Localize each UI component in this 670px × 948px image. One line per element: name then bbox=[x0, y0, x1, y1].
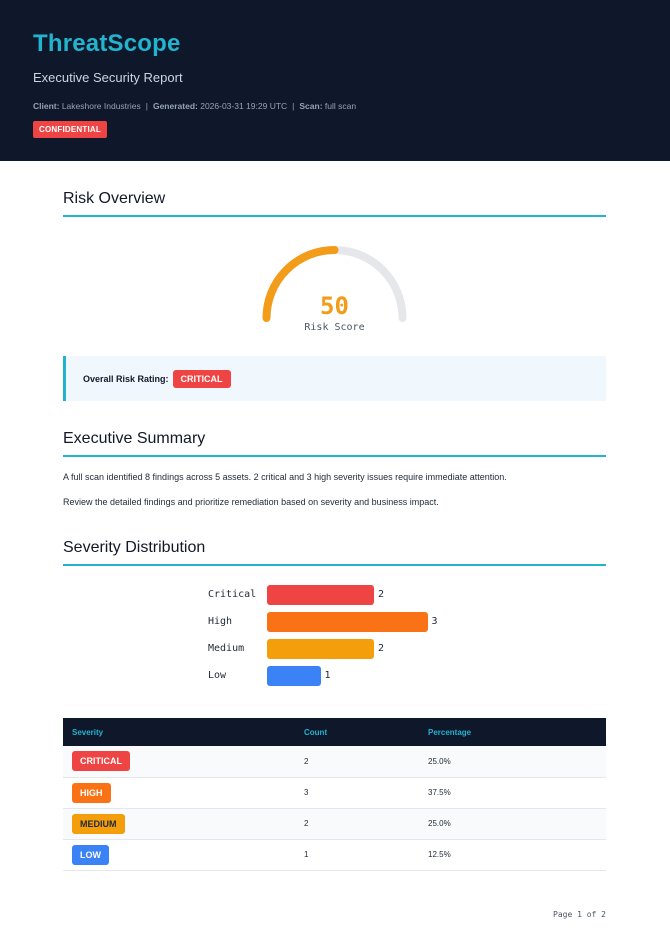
bar-label-high: High bbox=[208, 616, 233, 627]
gauge-fill bbox=[262, 246, 339, 322]
bar-medium bbox=[267, 639, 374, 659]
bar-label-critical: Critical bbox=[208, 589, 257, 600]
meta-separator: | bbox=[145, 101, 148, 111]
table-header-row: Severity Count Percentage bbox=[63, 718, 606, 746]
table-row: CRITICAL 2 25.0% bbox=[63, 746, 606, 778]
percentage-cell: 12.5% bbox=[419, 839, 606, 871]
severity-table: Severity Count Percentage CRITICAL 2 25.… bbox=[63, 718, 606, 871]
client-value: Lakeshore Industries bbox=[61, 101, 141, 111]
scan-value: full scan bbox=[324, 101, 357, 111]
scan-label: Scan: bbox=[299, 101, 323, 111]
percentage-cell: 37.5% bbox=[419, 777, 606, 809]
column-header-severity: Severity bbox=[63, 718, 295, 746]
count-cell: 2 bbox=[295, 808, 419, 840]
bar-value-low: 1 bbox=[324, 670, 331, 681]
overall-rating-badge: CRITICAL bbox=[172, 369, 231, 388]
report-subtitle: Executive Security Report bbox=[33, 70, 183, 85]
bar-value-high: 3 bbox=[431, 616, 438, 627]
count-cell: 3 bbox=[295, 777, 419, 809]
count-cell: 2 bbox=[295, 746, 419, 778]
overall-rating-box: Overall Risk Rating: CRITICAL bbox=[63, 356, 606, 401]
meta-separator: | bbox=[292, 101, 295, 111]
severity-distribution-section: Severity Distribution bbox=[63, 539, 606, 566]
risk-gauge: 50 Risk Score bbox=[63, 161, 606, 351]
risk-score-label: Risk Score bbox=[304, 322, 365, 333]
risk-overview-section: Risk Overview bbox=[63, 190, 606, 217]
page-number: Page 1 of 2 bbox=[553, 910, 606, 919]
executive-summary-section: Executive Summary A full scan identified… bbox=[63, 430, 606, 509]
severity-bar-chart: Critical 2 High 3 Medium 2 Low 1 bbox=[63, 579, 606, 689]
table-row: HIGH 3 37.5% bbox=[63, 777, 606, 809]
generated-value: 2026-03-31 19:29 UTC bbox=[200, 101, 288, 111]
confidential-badge: CONFIDENTIAL bbox=[33, 121, 107, 138]
brand-title: ThreatScope bbox=[33, 30, 181, 57]
severity-cell: HIGH bbox=[63, 777, 295, 809]
bar-value-medium: 2 bbox=[378, 643, 385, 654]
risk-score-value: 50 bbox=[320, 292, 349, 320]
table-row: LOW 1 12.5% bbox=[63, 839, 606, 871]
report-header: ThreatScope Executive Security Report Cl… bbox=[0, 0, 670, 161]
bar-critical bbox=[267, 585, 374, 605]
overall-rating-label: Overall Risk Rating: bbox=[83, 373, 169, 384]
column-header-percentage: Percentage bbox=[419, 718, 606, 746]
bar-label-low: Low bbox=[208, 670, 227, 681]
severity-cell: MEDIUM bbox=[63, 808, 295, 840]
section-title-risk-overview: Risk Overview bbox=[63, 190, 606, 217]
severity-badge-low: LOW bbox=[72, 844, 109, 865]
severity-badge-critical: CRITICAL bbox=[72, 751, 130, 772]
percentage-cell: 25.0% bbox=[419, 746, 606, 778]
bar-value-critical: 2 bbox=[378, 589, 385, 600]
gauge-svg bbox=[262, 246, 407, 322]
severity-badge-high: HIGH bbox=[72, 782, 111, 803]
severity-badge-medium: MEDIUM bbox=[72, 813, 125, 834]
table-row: MEDIUM 2 25.0% bbox=[63, 808, 606, 840]
section-title-executive-summary: Executive Summary bbox=[63, 430, 606, 457]
report-meta: Client: Lakeshore Industries | Generated: … bbox=[33, 101, 637, 111]
client-label: Client: bbox=[33, 101, 60, 111]
severity-cell: CRITICAL bbox=[63, 746, 295, 778]
bar-low bbox=[267, 666, 321, 686]
severity-cell: LOW bbox=[63, 839, 295, 871]
bar-label-medium: Medium bbox=[208, 643, 245, 654]
generated-label: Generated: bbox=[152, 101, 198, 111]
column-header-count: Count bbox=[295, 718, 419, 746]
percentage-cell: 25.0% bbox=[419, 808, 606, 840]
summary-paragraph: Review the detailed findings and priorit… bbox=[63, 497, 439, 507]
summary-paragraph: A full scan identified 8 findings across… bbox=[63, 472, 507, 482]
section-title-severity-distribution: Severity Distribution bbox=[63, 539, 606, 566]
bar-high bbox=[267, 612, 428, 632]
count-cell: 1 bbox=[295, 839, 419, 871]
